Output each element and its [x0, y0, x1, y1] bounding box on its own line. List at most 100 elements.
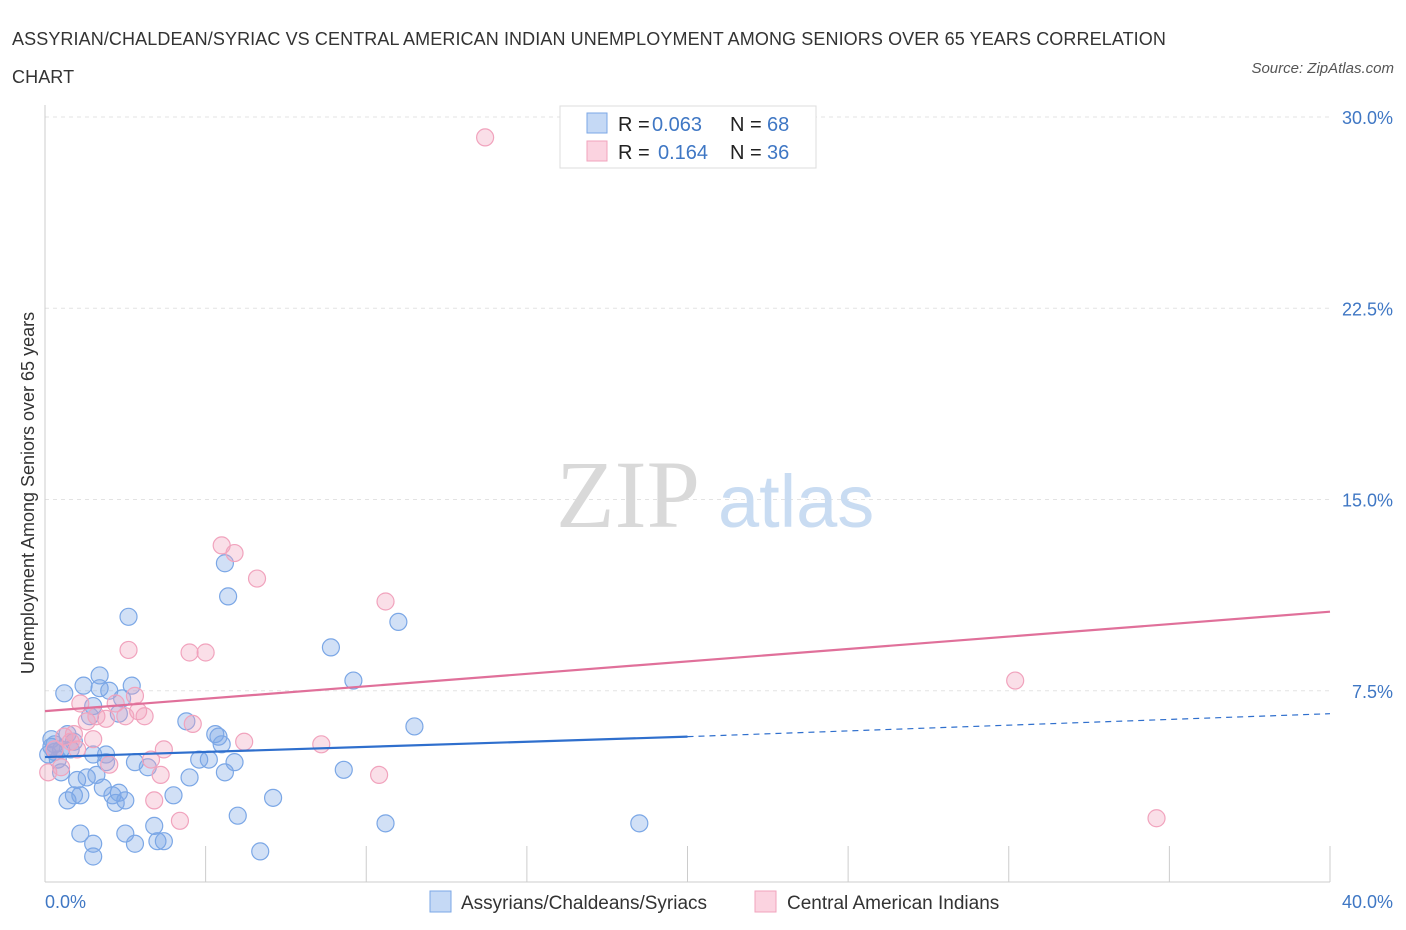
gridlines [45, 116, 1330, 692]
point-0-17 [74, 676, 93, 695]
point-0-16 [71, 824, 90, 843]
x-tick-label-max: 40.0% [1342, 892, 1393, 912]
bottom-legend: Assyrians/Chaldeans/Syriacs Central Amer… [429, 890, 999, 914]
legend-n-label-1: N = [730, 142, 762, 164]
point-0-24 [84, 847, 103, 866]
point-0-37 [116, 791, 135, 810]
point-1-32 [370, 765, 389, 785]
point-1-33 [376, 592, 395, 611]
point-0-38 [119, 607, 138, 626]
legend-r-label-1: R = [618, 142, 650, 164]
bottom-legend-label-central-american: Central American Indians [787, 893, 999, 914]
point-1-5 [64, 724, 84, 744]
point-1-36 [1147, 809, 1166, 828]
point-1-11 [96, 709, 116, 728]
point-1-13 [106, 694, 125, 713]
point-1-22 [154, 740, 173, 759]
y-tick-label-0: 7.5% [1352, 682, 1393, 702]
point-1-12 [100, 755, 119, 774]
point-0-65 [389, 612, 408, 632]
legend-r-value-0: 0.063 [652, 114, 702, 136]
point-1-2 [51, 758, 71, 777]
point-1-1 [45, 740, 64, 759]
bottom-legend-label-assyrians: Assyrians/Chaldeans/Syriacs [461, 893, 707, 914]
point-1-24 [180, 643, 199, 662]
point-1-25 [183, 714, 202, 734]
point-0-66 [405, 717, 424, 736]
legend-n-value-1: 36 [767, 142, 789, 164]
legend-n-label-0: N = [730, 114, 762, 136]
y-tick-labels: 7.5% 15.0% 22.5% 30.0% [1342, 108, 1393, 702]
y-tick-label-2: 22.5% [1342, 299, 1393, 319]
point-0-64 [376, 814, 395, 833]
legend-r-label-0: R = [618, 114, 650, 136]
point-0-8 [51, 763, 71, 782]
point-1-6 [68, 740, 87, 759]
point-0-57 [225, 753, 244, 772]
point-1-23 [170, 811, 190, 830]
watermark: ZIP atlas [556, 441, 874, 548]
point-0-7 [55, 684, 74, 703]
point-0-39 [122, 676, 141, 695]
series-central-american-points [39, 128, 1166, 830]
point-1-28 [225, 543, 244, 563]
point-0-60 [263, 788, 283, 807]
chart-title: ASSYRIAN/CHALDEAN/SYRIAC VS CENTRAL AMER… [12, 29, 1166, 87]
point-0-27 [93, 778, 112, 797]
chart-source: Source: ZipAtlas.com [1251, 60, 1394, 77]
point-0-62 [334, 760, 353, 779]
point-1-16 [125, 686, 145, 705]
y-tick-label-3: 30.0% [1342, 108, 1393, 128]
point-0-59 [251, 842, 270, 861]
trend-lines [44, 610, 1331, 759]
point-1-9 [84, 730, 103, 749]
trend-line-0 [44, 735, 688, 759]
point-0-23 [84, 834, 103, 853]
point-0-51 [206, 724, 225, 744]
point-0-48 [180, 768, 199, 787]
point-0-25 [90, 666, 109, 685]
point-0-15 [71, 786, 90, 805]
point-1-26 [196, 643, 215, 662]
point-0-44 [148, 832, 167, 851]
point-1-18 [135, 707, 154, 726]
legend-r-value-1: 0.164 [658, 142, 708, 164]
y-axis-title: Unemployment Among Seniors over 65 years [18, 312, 38, 674]
point-1-29 [235, 732, 254, 751]
trend-line-1 [44, 610, 1331, 713]
bottom-legend-swatch-assyrians [429, 890, 452, 913]
point-0-61 [321, 638, 341, 657]
point-0-56 [219, 587, 238, 606]
legend-swatch-central-american [586, 140, 608, 162]
legend-n-value-0: 68 [767, 114, 789, 136]
watermark-zip: ZIP [556, 441, 700, 548]
point-0-13 [64, 786, 84, 805]
legend-swatch-assyrians [586, 112, 608, 134]
point-1-19 [141, 750, 161, 769]
watermark-atlas: atlas [718, 460, 874, 543]
point-0-43 [145, 816, 164, 836]
legend-box: R = 0.063 N = 68 R = 0.164 N = 36 [559, 105, 817, 169]
point-1-31 [312, 735, 331, 754]
point-1-21 [151, 765, 170, 785]
point-1-20 [145, 791, 164, 810]
x-tick-label-min: 0.0% [45, 892, 86, 912]
point-0-45 [154, 832, 173, 851]
point-1-35 [1006, 671, 1025, 690]
point-0-46 [164, 786, 183, 805]
trend-line-extension-0 [687, 713, 1331, 738]
point-1-30 [247, 569, 267, 588]
bottom-legend-swatch-central-american [754, 890, 777, 913]
x-ticks [205, 846, 1331, 882]
point-0-53 [212, 735, 231, 754]
point-0-67 [630, 814, 649, 833]
point-0-29 [96, 753, 116, 772]
y-tick-label-1: 15.0% [1342, 491, 1393, 511]
point-1-8 [77, 712, 96, 731]
point-1-34 [476, 128, 495, 147]
point-0-40 [125, 834, 145, 853]
point-0-50 [199, 750, 218, 769]
point-0-63 [344, 671, 363, 690]
point-1-15 [119, 640, 138, 660]
